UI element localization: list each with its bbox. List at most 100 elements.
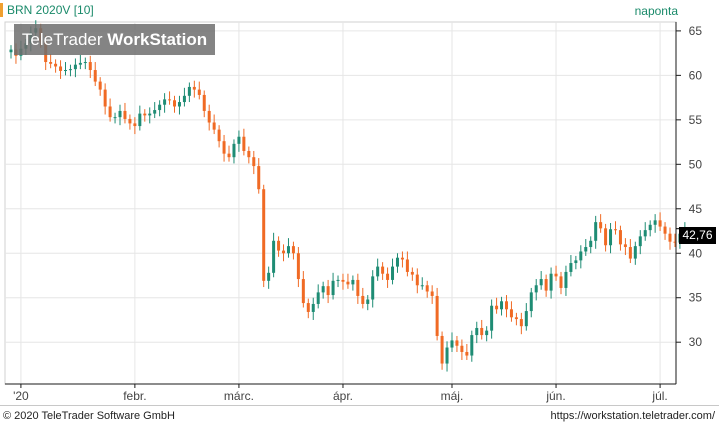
period-label[interactable]: naponta	[634, 4, 678, 18]
candle-body	[628, 247, 632, 259]
candle-body	[569, 263, 573, 272]
candle-body	[514, 317, 518, 320]
plot-frame	[4, 21, 677, 385]
candle-body	[584, 247, 588, 252]
candle-body	[237, 136, 241, 144]
candle-body	[376, 266, 380, 277]
x-axis: '20 febr. márc. ápr. máj. jún. júl.	[5, 383, 676, 403]
candle-body	[371, 276, 375, 300]
candle-body	[202, 94, 206, 111]
candle-body	[386, 273, 390, 280]
candle-body	[381, 266, 385, 274]
candle-body	[524, 311, 528, 327]
candle-body	[663, 226, 667, 234]
candle-body	[594, 222, 598, 241]
x-tick-label: ápr.	[333, 389, 353, 403]
candle-body	[128, 118, 132, 124]
candle-body	[356, 279, 360, 296]
candle-body	[173, 100, 177, 107]
candle-body	[579, 251, 583, 261]
candle-body	[445, 347, 449, 364]
candle-body	[490, 305, 494, 331]
y-tick-label: 50	[689, 157, 703, 171]
candle-body	[282, 250, 286, 254]
candle-body	[197, 89, 201, 95]
candle-body	[331, 280, 335, 296]
y-tick-label: 55	[689, 113, 703, 127]
candle-body	[623, 244, 627, 248]
candle-body	[539, 279, 543, 286]
candle-body	[346, 281, 350, 285]
candle-body	[143, 113, 147, 116]
candle-body	[485, 330, 489, 336]
candle-body	[163, 99, 167, 105]
y-tick-label: 65	[689, 24, 703, 38]
candle-body	[138, 113, 142, 127]
candle-body	[460, 345, 464, 352]
instrument-title[interactable]: BRN 2020V [10]	[7, 3, 94, 17]
candle-body	[589, 240, 593, 248]
candle-body	[217, 129, 221, 142]
candle-body	[177, 102, 181, 107]
y-tick-label: 40	[689, 246, 703, 260]
x-tick-label: jún.	[545, 389, 565, 403]
candle-body	[192, 86, 196, 90]
candle-body	[336, 279, 340, 281]
candle-body	[247, 150, 251, 158]
candle-body	[599, 222, 603, 229]
grid	[4, 21, 677, 385]
candle-body	[554, 273, 558, 277]
footer-divider	[0, 405, 719, 406]
source-url-link[interactable]: https://workstation.teletrader.com/	[550, 410, 715, 422]
candle-body	[450, 340, 454, 348]
watermark-brand: TeleTrader	[21, 30, 103, 49]
candle-body	[73, 64, 77, 70]
candle-body	[638, 236, 642, 247]
candle-body	[391, 266, 395, 280]
candle-body	[504, 301, 508, 310]
x-tick-label: '20	[13, 389, 29, 403]
candle-body	[118, 110, 122, 118]
copyright-text: © 2020 TeleTrader Software GmbH	[3, 410, 175, 422]
candle-body	[395, 257, 399, 267]
candle-body	[272, 240, 276, 273]
candle-body	[267, 272, 271, 281]
candle-body	[609, 229, 613, 246]
candle-body	[227, 153, 231, 158]
candle-body	[168, 99, 172, 101]
x-tick-label: márc.	[224, 389, 254, 403]
candle-body	[653, 220, 657, 225]
candle-body	[519, 319, 523, 327]
candle-body	[93, 70, 97, 82]
candle-body	[529, 292, 533, 312]
candle-body	[470, 335, 474, 356]
candle-body	[400, 257, 404, 260]
x-tick-label: júl.	[651, 389, 667, 403]
watermark-product: WorkStation	[107, 30, 208, 49]
candle-body	[405, 259, 409, 272]
candle-body	[64, 70, 68, 72]
y-tick-label: 35	[689, 291, 703, 305]
candle-body	[574, 260, 578, 264]
candle-body	[296, 253, 300, 280]
candle-body	[495, 305, 499, 310]
candle-body	[103, 89, 107, 107]
y-axis: 30 35 40 45 50 55 60 65	[675, 22, 703, 384]
candle-body	[420, 285, 424, 287]
candle-body	[564, 271, 568, 288]
candle-body	[509, 309, 513, 318]
candle-body	[242, 136, 246, 151]
candle-body	[113, 117, 117, 119]
candle-body	[673, 241, 677, 243]
candle-body	[430, 291, 434, 296]
candle-body	[415, 274, 419, 286]
candle-body	[148, 113, 152, 116]
candle-body	[480, 327, 484, 336]
candle-body	[187, 86, 191, 96]
candle-body	[68, 69, 72, 71]
candle-body	[123, 110, 127, 119]
workstation-watermark: TeleTrader WorkStation	[14, 24, 215, 55]
candle-body	[366, 299, 370, 304]
candle-body	[59, 66, 63, 71]
